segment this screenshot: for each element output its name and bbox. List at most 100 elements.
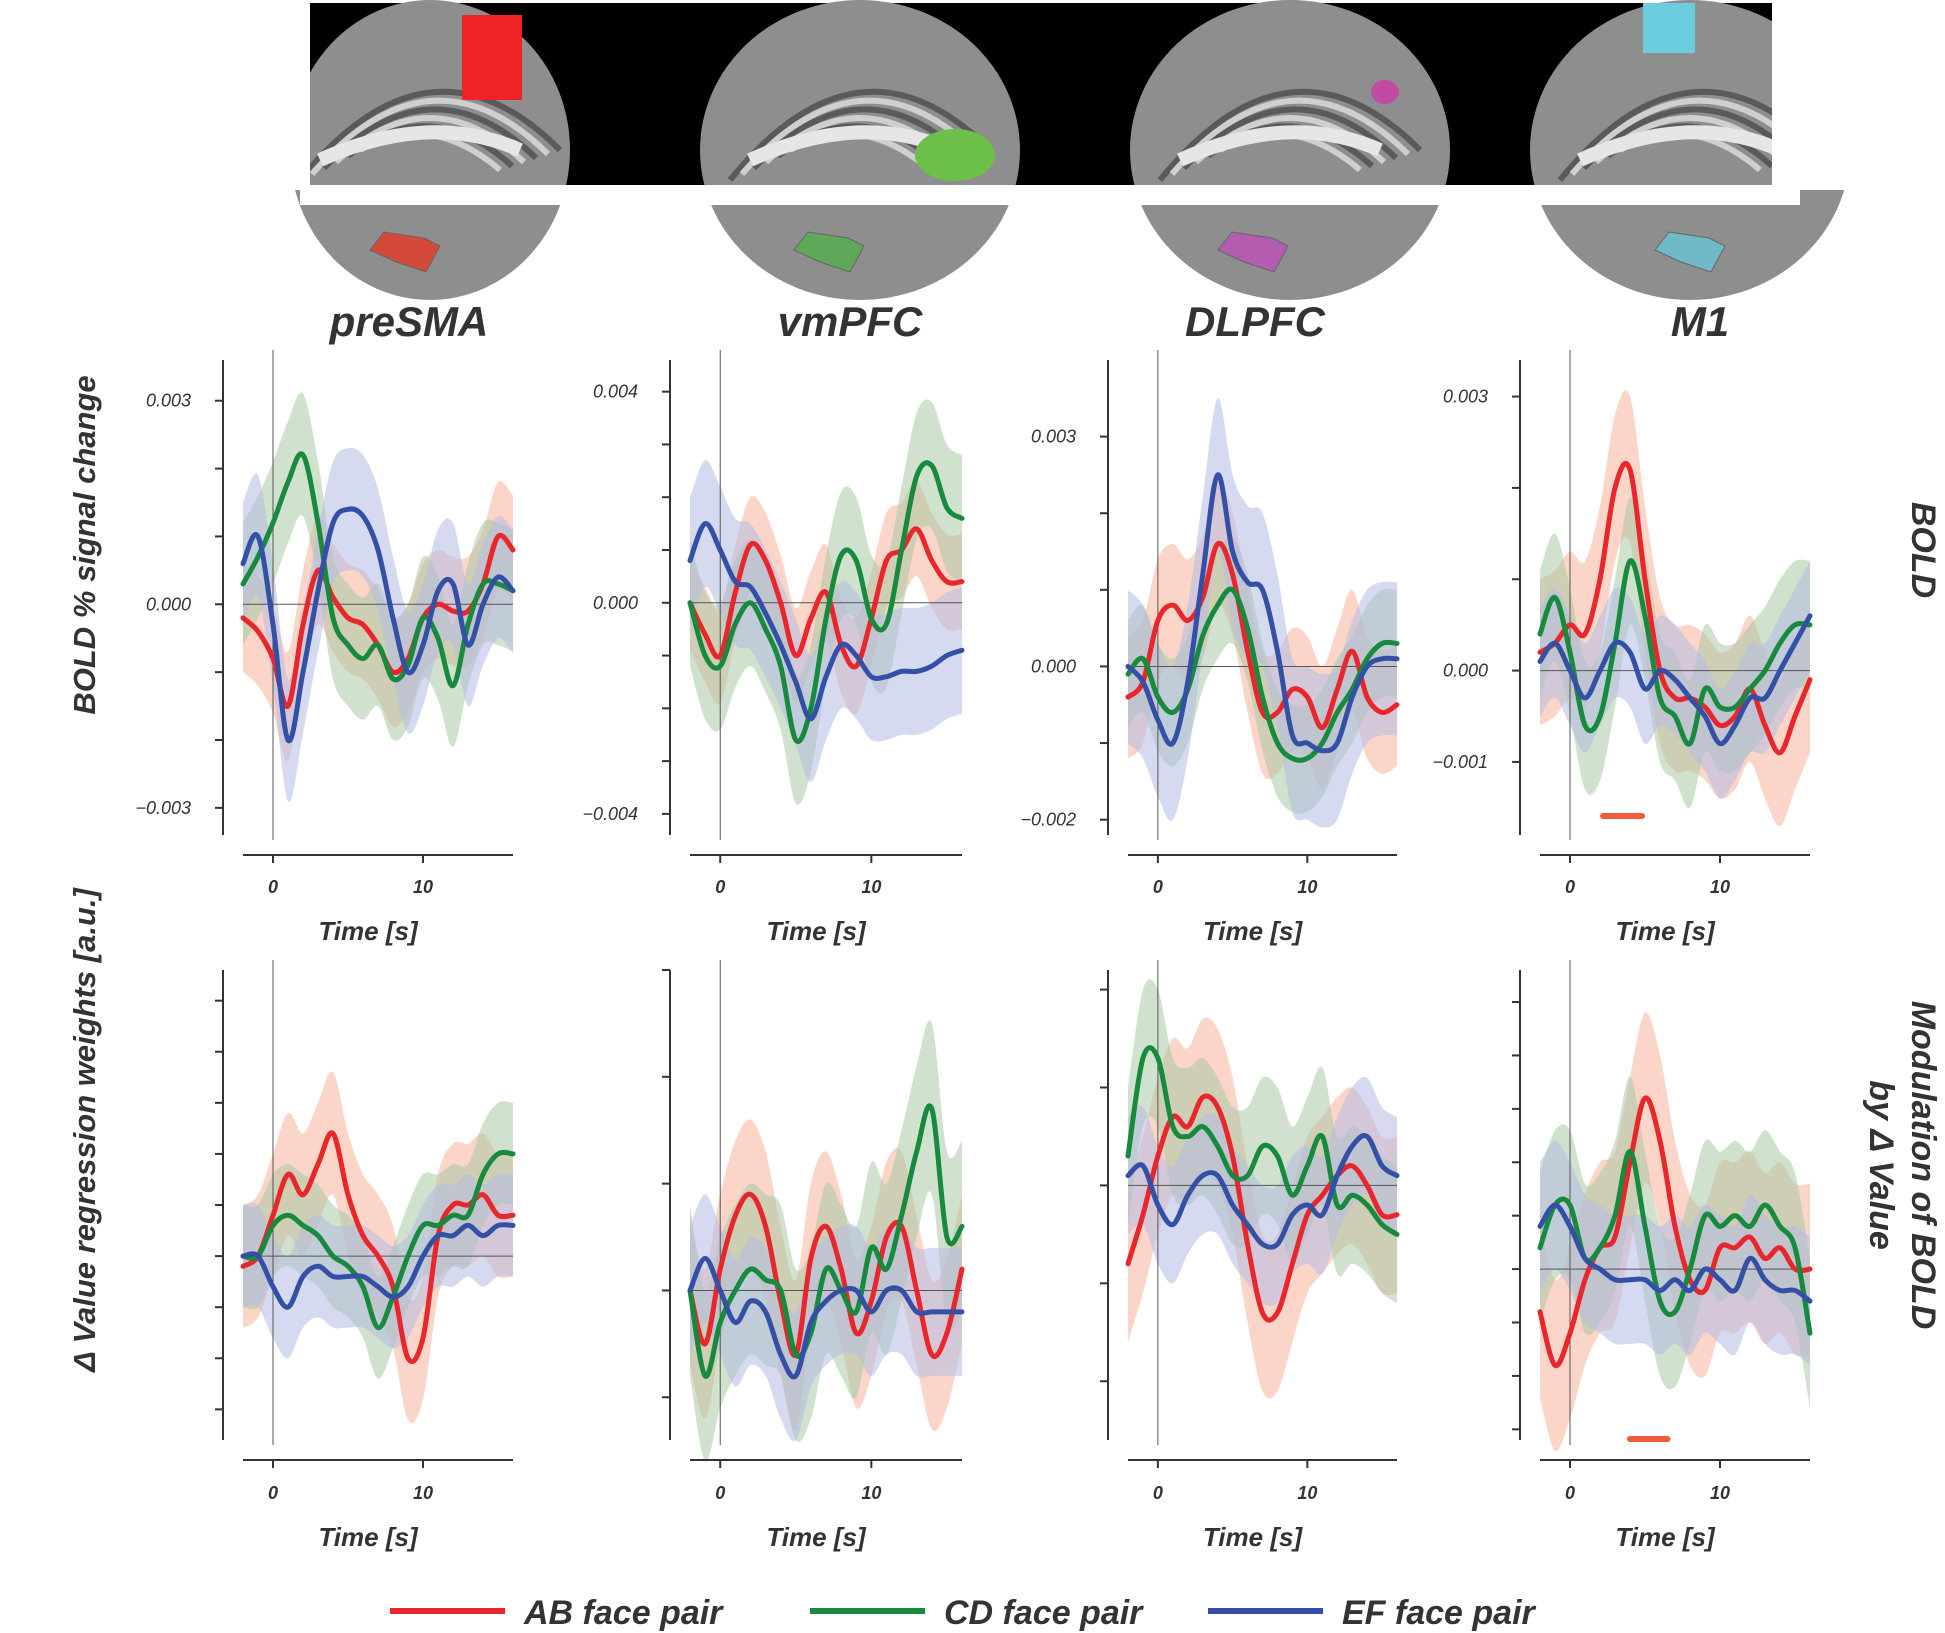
ci-band-CD: [243, 1101, 513, 1379]
x-axis-label: Time [s]: [318, 916, 419, 946]
y-tick-label: 0.000: [593, 593, 638, 613]
x-tick-label: 0: [268, 877, 278, 897]
series-line-EF: [1537, 1202, 1813, 1304]
brain-tissue: [1530, 0, 1850, 300]
legend: AB face pair CD face pair EF face pair: [390, 1594, 1537, 1632]
legend-label-CD: CD face pair: [944, 1594, 1144, 1632]
x-tick-label: 10: [1710, 877, 1730, 897]
title-DLPFC: DLPFC: [1185, 298, 1326, 345]
brain-slice-M1: [1530, 0, 1850, 300]
series-line-AB: [240, 1130, 516, 1365]
roi-patch-DLPFC-icon: [1217, 231, 1289, 273]
series-line-EF: [240, 506, 516, 744]
panel-preSMA-bold: −0.003 0.000 0.003 0 10 Time [s]: [135, 350, 516, 946]
roi-patch-vmPFC-icon: [793, 231, 865, 273]
series-line-AB: [1125, 1093, 1400, 1323]
y-tick-label: −0.001: [1432, 752, 1488, 772]
x-tick-label: 0: [1153, 1483, 1163, 1503]
y-tick-label: 0.000: [1031, 656, 1076, 676]
x-axis-label: Time [s]: [1203, 916, 1304, 946]
legend-label-AB: AB face pair: [523, 1594, 724, 1632]
y-tick-label: −0.002: [1020, 810, 1076, 830]
panel-M1-bold: −0.001 0.000 0.003 0 10 Time [s]: [1432, 350, 1813, 946]
x-tick-label: 10: [413, 1483, 433, 1503]
roi-preSMA: [462, 15, 522, 100]
x-tick-label: 0: [1565, 1483, 1575, 1503]
series-line-CD: [687, 460, 965, 744]
title-M1: M1: [1671, 298, 1729, 345]
x-tick-label: 0: [1153, 877, 1163, 897]
corpus-callosum: [1177, 125, 1383, 167]
series-line-AB: [1537, 460, 1813, 756]
brain-slices-strip: [0, 0, 1945, 300]
series-line-CD: [240, 451, 516, 689]
series-line-CD: [1125, 586, 1400, 763]
series-line-AB: [687, 526, 965, 670]
strip-mask-bottom: [300, 185, 1800, 205]
roi-patch-preSMA-icon: [369, 231, 441, 273]
ylabel-row1: BOLD % signal change: [67, 375, 102, 714]
series-line-EF: [687, 1255, 965, 1380]
brain-tissue: [700, 0, 1020, 300]
x-axis-label: Time [s]: [318, 1522, 419, 1552]
series-line-CD: [687, 1103, 965, 1379]
ci-band-CD: [690, 399, 962, 805]
roi-DLPFC: [1371, 80, 1399, 104]
brain-gyrus: [1157, 88, 1423, 182]
y-tick-label: 0.000: [146, 594, 191, 614]
y-tick-label: 0.004: [593, 382, 638, 402]
panel-DLPFC-modulation: 0 10 Time [s]: [1100, 960, 1400, 1552]
row-title-bold: BOLD: [1904, 502, 1942, 598]
series-line-CD: [240, 1149, 516, 1331]
x-tick-label: 0: [715, 877, 725, 897]
column-titles: preSMA vmPFC DLPFC M1: [329, 298, 1730, 345]
roi-vmPFC: [915, 129, 995, 181]
y-tick-label: 0.003: [1443, 387, 1488, 407]
chart-panels: −0.003 0.000 0.003 0 10 Time [s] −0.004 0.000 0.…: [135, 350, 1813, 1552]
ylabel-row2: Δ Value regression weights [a.u.]: [67, 887, 102, 1373]
series-line-AB: [1537, 1095, 1813, 1368]
x-axis-label: Time [s]: [1203, 1522, 1304, 1552]
series-line-CD: [1537, 558, 1813, 747]
x-tick-label: 0: [715, 1483, 725, 1503]
panel-vmPFC-modulation: 0 10 Time [s]: [662, 960, 965, 1552]
series-line-EF: [1125, 1133, 1400, 1250]
brain-tissue: [1130, 0, 1450, 300]
row-title-modulation-1: Modulation of BOLD: [1904, 1001, 1942, 1330]
legend-label-EF: EF face pair: [1342, 1594, 1537, 1632]
x-tick-label: 10: [1297, 1483, 1317, 1503]
x-axis-label: Time [s]: [1615, 1522, 1716, 1552]
y-tick-label: −0.003: [135, 798, 191, 818]
ci-band-EF: [1540, 1140, 1810, 1366]
brain-gyrus: [727, 88, 993, 182]
brain-gyrus: [297, 88, 563, 182]
x-tick-label: 0: [268, 1483, 278, 1503]
corpus-callosum: [317, 125, 523, 167]
ci-band-EF: [243, 447, 513, 802]
x-tick-label: 10: [861, 877, 881, 897]
y-tick-label: 0.003: [1031, 427, 1076, 447]
roi-patch-M1-icon: [1654, 231, 1726, 273]
x-axis-label: Time [s]: [766, 1522, 867, 1552]
strip-mask-right: [1772, 0, 1945, 190]
series-line-EF: [240, 1222, 516, 1310]
title-preSMA: preSMA: [329, 298, 489, 345]
strip-mask-left: [0, 0, 310, 190]
brain-slice-DLPFC: [1130, 0, 1450, 300]
y-tick-label: −0.004: [582, 804, 638, 824]
title-vmPFC: vmPFC: [778, 298, 923, 345]
x-tick-label: 10: [1297, 877, 1317, 897]
x-tick-label: 0: [1565, 877, 1575, 897]
series-line-EF: [1537, 613, 1813, 747]
panel-preSMA-modulation: 0 10 Time [s]: [215, 960, 516, 1552]
x-tick-label: 10: [413, 877, 433, 897]
series-line-EF: [687, 521, 965, 722]
brain-slice-preSMA: [290, 0, 570, 300]
panel-vmPFC-bold: −0.004 0.000 0.004 0 10 Time [s]: [582, 350, 965, 946]
roi-M1: [1643, 3, 1695, 53]
panel-M1-modulation: 0 10 Time [s]: [1512, 960, 1813, 1552]
series-line-AB: [687, 1191, 965, 1359]
series-line-EF: [1125, 472, 1400, 754]
corpus-callosum: [1577, 125, 1783, 167]
